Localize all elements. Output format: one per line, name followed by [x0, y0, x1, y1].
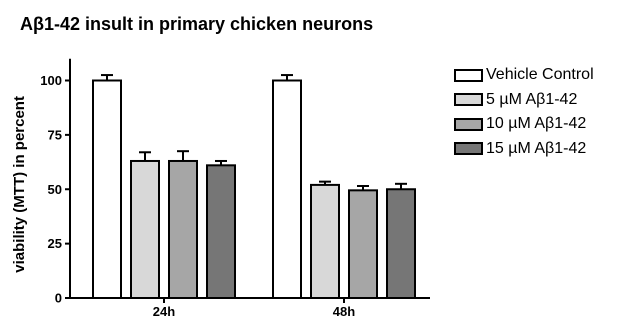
legend-swatch	[454, 68, 483, 82]
bar	[310, 183, 340, 299]
legend-item: 15 µM Aβ1-42	[454, 137, 594, 162]
legend-label: Vehicle Control	[486, 66, 594, 84]
legend-label: 15 µM Aβ1-42	[486, 139, 587, 157]
y-tick-label: 50	[48, 182, 62, 197]
y-tick-label: 25	[48, 236, 62, 251]
x-tick-label: 48h	[333, 304, 355, 319]
bar	[272, 79, 302, 299]
legend-item: Vehicle Control	[454, 63, 594, 88]
bar	[168, 159, 198, 299]
legend-item: 10 µM Aβ1-42	[454, 112, 594, 137]
legend-label: 10 µM Aβ1-42	[486, 115, 587, 133]
legend-swatch	[454, 142, 483, 156]
bar	[348, 189, 378, 299]
chart-title: Aβ1-42 insult in primary chicken neurons	[20, 14, 374, 34]
y-tick-label: 75	[48, 127, 62, 142]
bar	[130, 159, 160, 299]
legend-swatch	[454, 117, 483, 131]
bar	[206, 164, 236, 299]
bar	[386, 188, 416, 299]
y-axis-label: viability (MTT) in percent	[11, 96, 28, 273]
legend-label: 5 µM Aβ1-42	[486, 90, 578, 108]
legend: Vehicle Control 5 µM Aβ1-42 10 µM Aβ1-42 15…	[454, 63, 594, 161]
legend-item: 5 µM Aβ1-42	[454, 88, 594, 113]
legend-swatch	[454, 93, 483, 107]
x-tick-label: 24h	[153, 304, 175, 319]
y-tick-label: 0	[55, 291, 62, 306]
bar	[92, 79, 122, 299]
y-tick-label: 100	[40, 73, 62, 88]
